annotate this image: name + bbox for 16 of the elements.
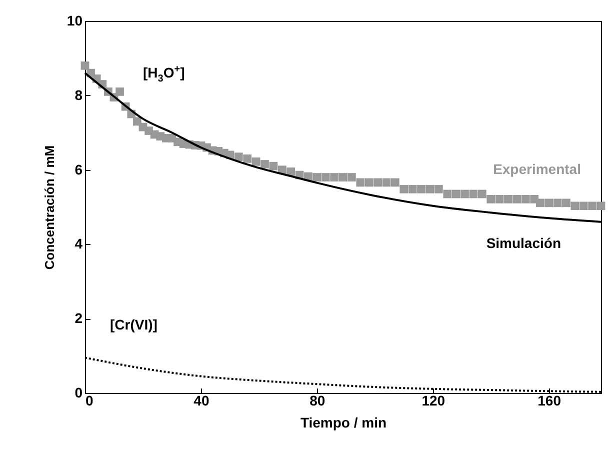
x-axis-title: Tiempo / min: [300, 414, 387, 430]
x-tick-label: 120: [422, 392, 446, 408]
y-tick-label: 6: [74, 161, 83, 178]
x-tick-label: 160: [538, 392, 562, 408]
y-axis-title: Concentración / mM: [42, 145, 57, 270]
y-tick-label: 10: [66, 12, 83, 28]
x-tick-label: 0: [86, 392, 94, 408]
series-label: Simulación: [486, 234, 561, 251]
annotation: [H$_{3}$O$^{+}$]: [143, 64, 185, 84]
series-label: Experimental: [493, 160, 581, 177]
x-tick-label: 40: [194, 392, 210, 408]
y-tick-label: 8: [74, 86, 83, 103]
x-tick-label: 80: [310, 392, 326, 408]
text: [Cr(VI)]: [110, 316, 158, 333]
y-tick-label: 4: [74, 236, 83, 252]
y-tick-label: 2: [74, 310, 83, 326]
